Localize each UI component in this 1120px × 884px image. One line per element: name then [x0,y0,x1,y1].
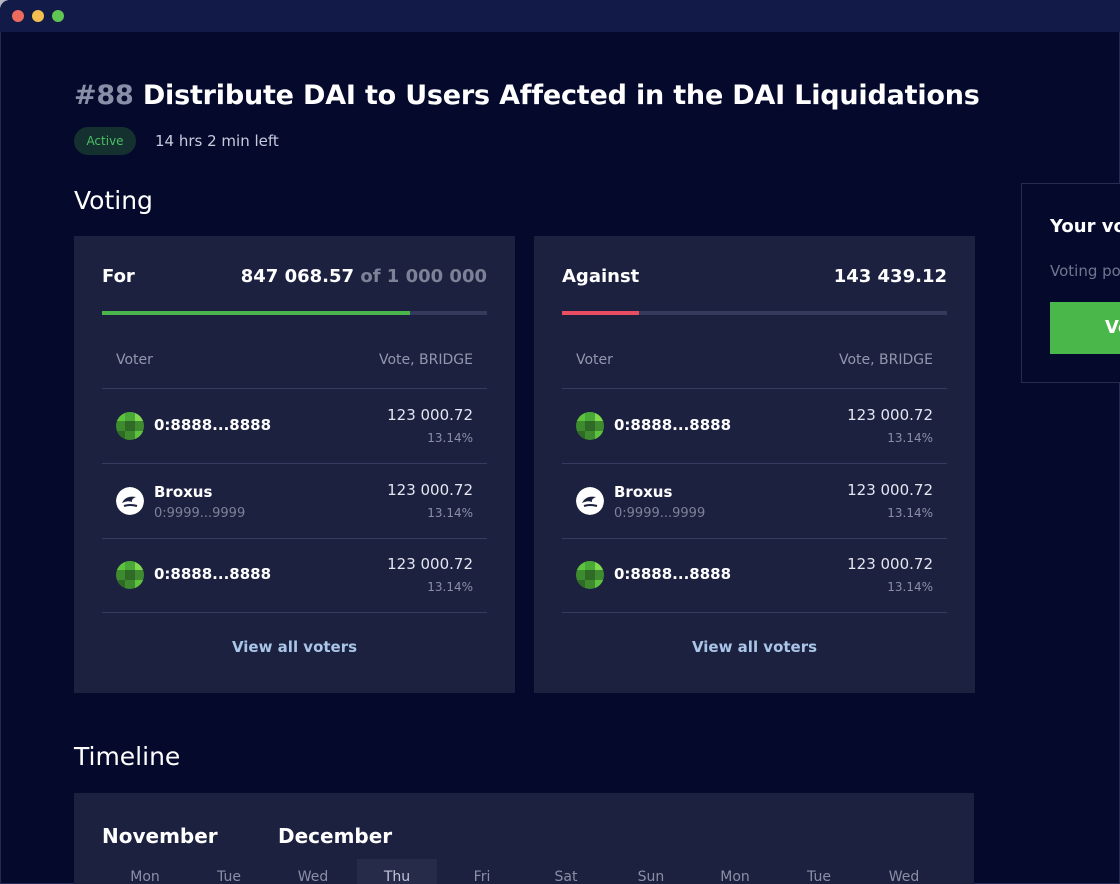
day-label: Tue [217,869,241,884]
voter-address: 0:8888...8888 [154,565,272,583]
proposal-title: #88 Distribute DAI to Users Affected in … [74,80,980,111]
vote-button[interactable]: Vo [1050,302,1120,354]
proposal-number: #88 [74,80,134,111]
votes-against-total: 143 439.12 [833,266,947,287]
voter-address: 0:9999...9999 [154,506,246,521]
vote-percent: 13.14% [887,431,933,445]
votes-for-header: For 847 068.57 of 1 000 000 [102,266,487,292]
green-pattern-avatar [116,561,144,589]
voter-column-header: Voter [576,352,613,368]
green-pattern-avatar [576,412,604,440]
votes-for-total: 847 068.57 of 1 000 000 [241,266,487,287]
broxus-logo-avatar [576,487,604,515]
timeline-section-title: Timeline [74,742,181,771]
day-label: Wed [297,869,329,884]
vote-column-header: Vote, BRIDGE [839,352,933,368]
your-vote-title: Your vo [1050,216,1120,237]
votes-against-header: Against 143 439.12 [562,266,947,292]
voter-table-header: Voter Vote, BRIDGE [562,352,947,389]
month-label: November [102,824,218,848]
vote-amount: 123 000.72 [387,481,473,499]
voter-table-header: Voter Vote, BRIDGE [102,352,487,389]
vote-amount: 123 000.72 [387,555,473,573]
votes-for-card: For 847 068.57 of 1 000 000 Voter Vote, … [74,236,515,693]
voter-name: Broxus [154,483,213,501]
voter-name: Broxus [614,483,673,501]
proposal-title-text: Distribute DAI to Users Affected in the … [142,80,980,111]
vote-column-header: Vote, BRIDGE [379,352,473,368]
voter-row[interactable]: 0:8888...8888 123 000.72 13.14% [102,538,487,613]
maximize-window-button[interactable] [52,10,64,22]
votes-for-progress-fill [102,311,410,315]
votes-quorum: of 1 000 000 [360,266,487,287]
day-label-highlighted: Thu [357,859,437,884]
voter-row[interactable]: Broxus 0:9999...9999 123 000.72 13.14% [562,464,947,539]
view-all-voters-against-link[interactable]: View all voters [691,638,818,656]
close-window-button[interactable] [12,10,24,22]
votes-against-progress-bar [562,311,947,315]
vote-percent: 13.14% [887,580,933,594]
green-pattern-avatar [576,561,604,589]
view-all-voters-for-link[interactable]: View all voters [231,638,358,656]
vote-amount: 123 000.72 [387,406,473,424]
day-label: Sun [637,869,665,884]
minimize-window-button[interactable] [32,10,44,22]
day-label: Fri [473,869,491,884]
day-label: Wed [888,869,920,884]
vote-amount: 123 000.72 [847,555,933,573]
vote-percent: 13.14% [427,506,473,520]
votes-against-card: Against 143 439.12 Voter Vote, BRIDGE 0:… [534,236,975,693]
voting-power-label: Voting po [1050,262,1120,280]
votes-for-label: For [102,266,135,287]
status-badge: Active [74,127,136,155]
voter-row[interactable]: 0:8888...8888 123 000.72 13.14% [562,389,947,464]
vote-percent: 13.14% [427,431,473,445]
voter-address: 0:8888...8888 [614,565,732,583]
time-left: 14 hrs 2 min left [155,132,279,150]
day-label: Mon [720,869,750,884]
voter-column-header: Voter [116,352,153,368]
voter-address: 0:8888...8888 [614,416,732,434]
voter-row[interactable]: 0:8888...8888 123 000.72 13.14% [102,389,487,464]
voter-address: 0:9999...9999 [614,506,706,521]
month-label: December [278,824,393,848]
voter-row[interactable]: Broxus 0:9999...9999 123 000.72 13.14% [102,464,487,539]
votes-for-progress-bar [102,311,487,315]
day-label: Sat [554,869,578,884]
green-pattern-avatar [116,412,144,440]
votes-for-amount: 847 068.57 [240,266,355,287]
window-titlebar [0,0,1120,32]
broxus-logo-avatar [116,487,144,515]
votes-against-label: Against [562,266,640,287]
vote-amount: 123 000.72 [847,481,933,499]
your-vote-panel: Your vo Voting po Vo [1021,183,1120,383]
voter-row[interactable]: 0:8888...8888 123 000.72 13.14% [562,538,947,613]
vote-percent: 13.14% [887,506,933,520]
votes-against-progress-fill [562,311,639,315]
vote-amount: 123 000.72 [847,406,933,424]
day-label: Tue [807,869,831,884]
voter-address: 0:8888...8888 [154,416,272,434]
timeline-calendar: November December Mon Tue Wed Thu Fri Sa… [74,793,974,884]
day-label: Mon [130,869,160,884]
voting-section-title: Voting [74,186,153,215]
vote-percent: 13.14% [427,580,473,594]
